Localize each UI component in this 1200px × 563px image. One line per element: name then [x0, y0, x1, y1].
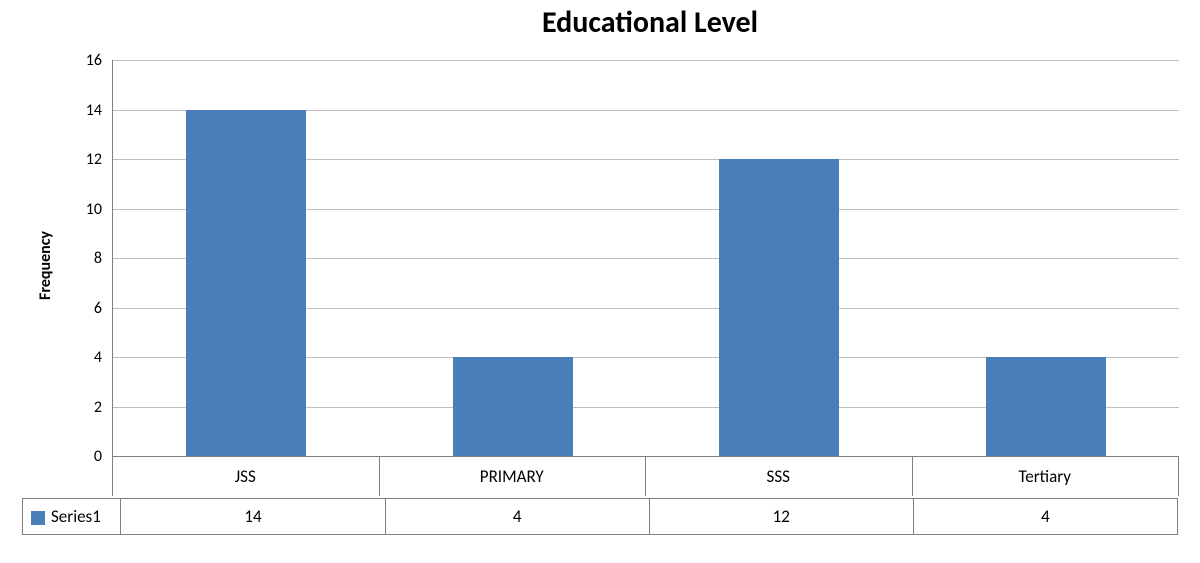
- y-tick-label: 2: [62, 398, 102, 417]
- table-row: Series1144124: [23, 499, 1178, 535]
- chart-title: Educational Level: [100, 0, 1200, 46]
- bar: [719, 159, 839, 456]
- data-table: Series1144124: [22, 498, 1178, 535]
- y-tick-label: 4: [62, 348, 102, 367]
- y-tick-label: 14: [62, 101, 102, 120]
- y-tick-label: 10: [62, 200, 102, 219]
- x-tick-separator: [112, 456, 113, 496]
- y-tick-label: 12: [62, 150, 102, 169]
- x-tick-separator: [912, 456, 913, 496]
- x-tick-separator: [379, 456, 380, 496]
- y-tick-label: 8: [62, 249, 102, 268]
- series-header-cell: Series1: [23, 499, 121, 535]
- table-cell: 14: [121, 499, 385, 535]
- x-tick-label: Tertiary: [912, 456, 1179, 498]
- x-tick-label: SSS: [645, 456, 912, 498]
- bar: [186, 110, 306, 457]
- table-cell: 4: [385, 499, 649, 535]
- legend-marker: [31, 511, 45, 525]
- series-name: Series1: [51, 506, 101, 527]
- y-axis-label: Frequency: [36, 231, 55, 300]
- x-tick-label: JSS: [112, 456, 379, 498]
- y-tick-label: 16: [62, 51, 102, 70]
- x-tick-separator: [645, 456, 646, 496]
- plot-area: [112, 60, 1179, 457]
- bar: [453, 357, 573, 456]
- y-tick-label: 0: [62, 447, 102, 466]
- y-tick-label: 6: [62, 299, 102, 318]
- bar: [986, 357, 1106, 456]
- table-cell: 4: [913, 499, 1177, 535]
- x-tick-label: PRIMARY: [379, 456, 646, 498]
- gridline: [113, 60, 1179, 61]
- x-tick-separator: [1178, 456, 1179, 496]
- table-cell: 12: [649, 499, 913, 535]
